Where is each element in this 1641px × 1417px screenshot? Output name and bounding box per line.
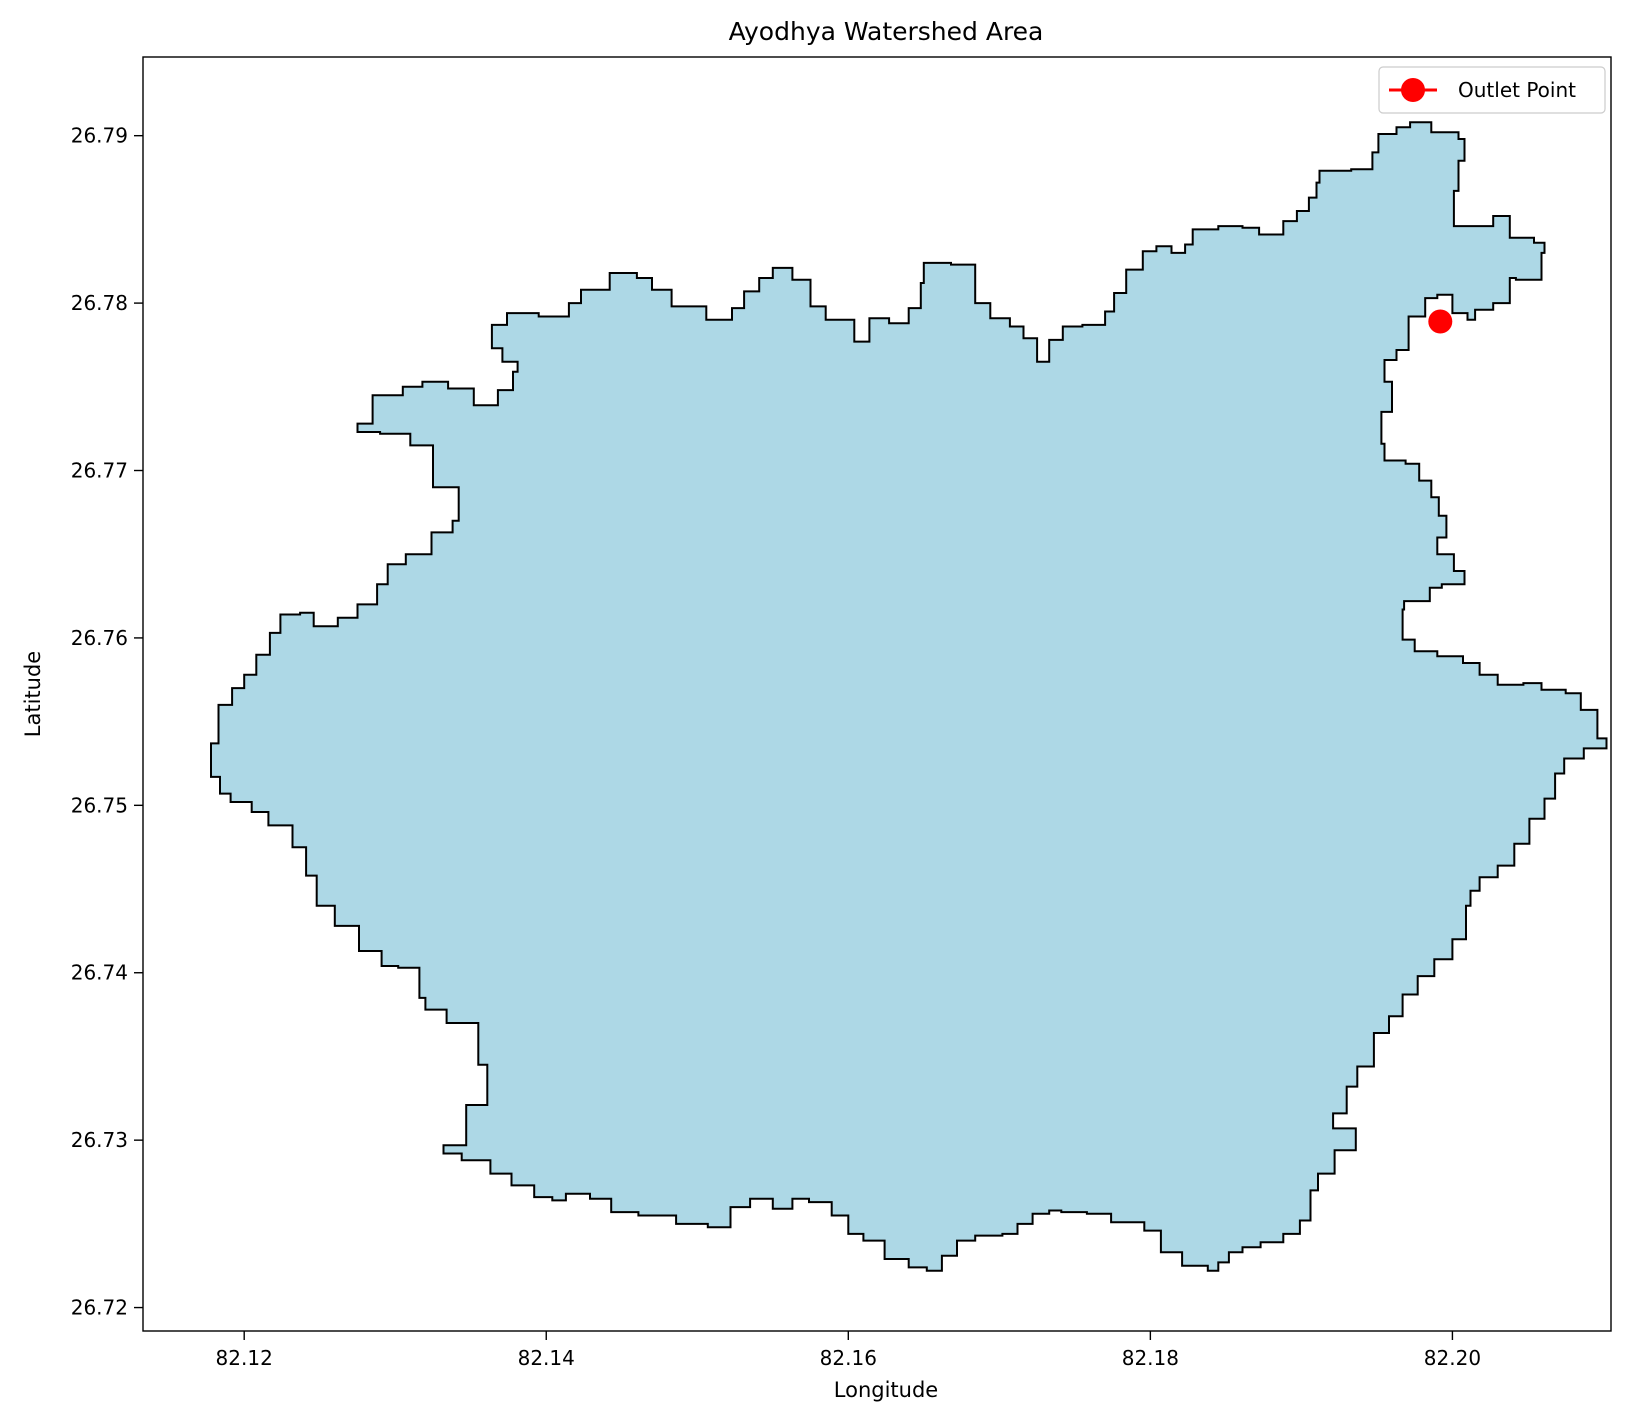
plot-frame <box>142 56 1612 1332</box>
y-tick-label: 26.79 <box>71 124 128 148</box>
y-tick-label: 26.77 <box>71 459 128 483</box>
y-axis: 26.72 26.73 26.74 26.75 26.76 26.77 26.78 26.79 <box>71 124 143 1320</box>
y-tick-label: 26.76 <box>71 626 128 650</box>
y-tick-label: 26.73 <box>71 1128 128 1152</box>
watershed-layer <box>210 121 1608 1272</box>
y-tick-label: 26.75 <box>71 793 128 817</box>
outlet-point-marker <box>1428 309 1453 334</box>
legend-box <box>1378 66 1606 114</box>
chart-title: Ayodhya Watershed Area <box>729 17 1044 46</box>
y-axis-label: Latitude <box>21 651 45 737</box>
x-tick-label: 82.20 <box>1424 1346 1481 1370</box>
y-tick-label: 26.72 <box>71 1296 128 1320</box>
x-axis: 82.12 82.14 82.16 82.18 82.20 <box>216 1331 1481 1370</box>
legend: Outlet Point <box>1378 66 1606 114</box>
legend-label-outlet-point: Outlet Point <box>1458 78 1576 102</box>
outlet-layer <box>1428 309 1453 334</box>
x-axis-label: Longitude <box>834 1378 938 1402</box>
x-tick-label: 82.14 <box>518 1346 575 1370</box>
x-tick-label: 82.18 <box>1122 1346 1179 1370</box>
x-tick-label: 82.16 <box>820 1346 877 1370</box>
y-tick-label: 26.74 <box>71 961 128 985</box>
x-tick-label: 82.12 <box>216 1346 273 1370</box>
y-tick-label: 26.78 <box>71 291 128 315</box>
legend-marker-swatch <box>1401 78 1425 102</box>
watershed-polygon <box>210 121 1608 1272</box>
